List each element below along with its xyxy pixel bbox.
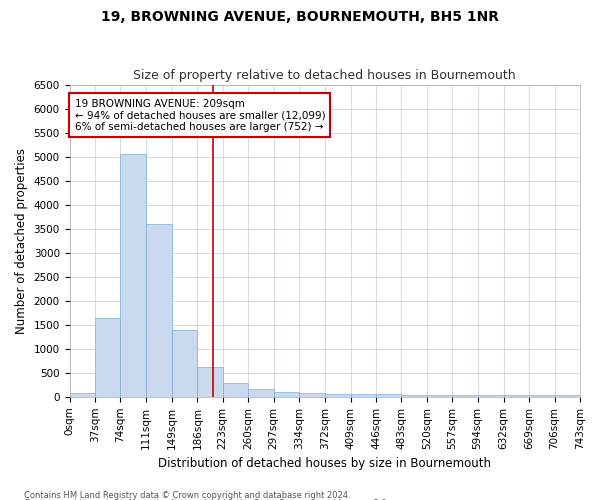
Text: 19, BROWNING AVENUE, BOURNEMOUTH, BH5 1NR: 19, BROWNING AVENUE, BOURNEMOUTH, BH5 1N… (101, 10, 499, 24)
Title: Size of property relative to detached houses in Bournemouth: Size of property relative to detached ho… (133, 69, 516, 82)
Text: Contains public sector information licensed under the Open Government Licence v3: Contains public sector information licen… (24, 499, 389, 500)
Text: 19 BROWNING AVENUE: 209sqm
← 94% of detached houses are smaller (12,099)
6% of s: 19 BROWNING AVENUE: 209sqm ← 94% of deta… (74, 98, 325, 132)
Bar (325, 394, 350, 397)
Bar (95, 318, 121, 397)
Bar (146, 224, 172, 397)
Bar (376, 394, 401, 397)
Bar (350, 394, 376, 397)
Bar (70, 393, 95, 397)
X-axis label: Distribution of detached houses by size in Bournemouth: Distribution of detached houses by size … (158, 457, 491, 470)
Bar (478, 396, 504, 397)
Bar (121, 154, 146, 397)
Y-axis label: Number of detached properties: Number of detached properties (15, 148, 28, 334)
Bar (529, 396, 554, 397)
Bar (299, 393, 325, 397)
Bar (401, 395, 427, 397)
Bar (554, 396, 580, 397)
Text: Contains HM Land Registry data © Crown copyright and database right 2024.: Contains HM Land Registry data © Crown c… (24, 490, 350, 500)
Bar (223, 383, 248, 397)
Bar (197, 367, 223, 397)
Bar (172, 330, 197, 397)
Bar (274, 392, 299, 397)
Bar (427, 396, 452, 397)
Bar (504, 396, 529, 397)
Bar (248, 390, 274, 397)
Bar (452, 396, 478, 397)
